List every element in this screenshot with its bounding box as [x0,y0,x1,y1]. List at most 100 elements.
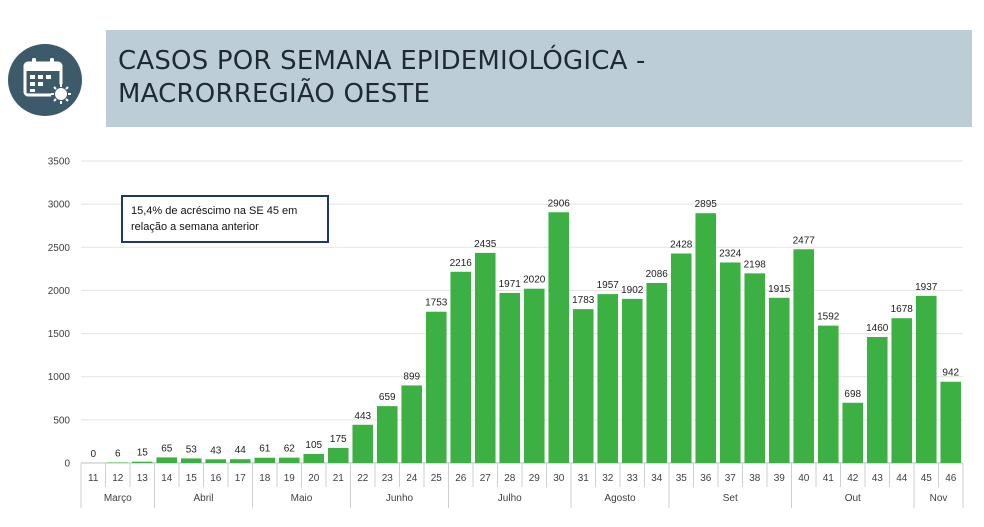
data-label: 2216 [450,258,473,269]
bar [425,311,447,463]
bar [401,385,423,463]
month-label: Set [723,493,738,504]
bar [915,295,937,463]
page-title: CASOS POR SEMANA EPIDEMIOLÓGICA - MACROR… [118,46,646,109]
month-label: Agosto [604,493,636,504]
data-label: 1915 [768,284,791,295]
data-label: 2435 [474,239,497,250]
x-tick-label: 15 [186,473,198,484]
x-tick-label: 45 [921,473,933,484]
bar [131,461,153,463]
x-tick-label: 22 [357,473,369,484]
x-tick-label: 40 [798,473,810,484]
y-tick-label: 1000 [48,372,71,383]
y-tick-label: 500 [53,415,70,426]
data-label: 1937 [915,282,938,293]
data-label: 53 [186,444,198,455]
data-label: 1592 [817,312,840,323]
data-label: 2198 [744,259,767,270]
data-label: 2324 [719,248,742,259]
x-tick-label: 17 [235,473,247,484]
annotation-text: 15,4% de acréscimo na SE 45 em relação a… [131,205,298,233]
data-label: 1957 [597,280,620,291]
annotation-box: 15,4% de acréscimo na SE 45 em relação a… [121,195,329,243]
bar [940,381,962,463]
month-label: Julho [498,493,522,504]
data-label: 61 [259,444,271,455]
x-tick-label: 21 [333,473,345,484]
x-tick-label: 13 [137,473,149,484]
title-banner: CASOS POR SEMANA EPIDEMIOLÓGICA - MACROR… [106,30,972,127]
x-tick-label: 18 [259,473,271,484]
data-label: 15 [137,448,149,459]
bar [499,292,521,463]
y-tick-label: 1500 [48,329,71,340]
y-tick-label: 3500 [48,157,71,168]
month-label: Out [845,493,861,504]
bar [303,453,325,463]
data-label: 62 [284,444,296,455]
month-label: Maio [291,493,313,504]
data-label: 0 [90,449,96,460]
x-tick-label: 24 [406,473,418,484]
x-tick-label: 23 [382,473,394,484]
data-label: 2477 [793,235,816,246]
x-tick-label: 19 [284,473,296,484]
data-label: 659 [379,392,396,403]
bar [670,253,692,463]
month-label: Nov [930,493,948,504]
bar [205,459,227,463]
bar [744,273,766,463]
month-label: Março [104,493,132,504]
x-tick-label: 34 [651,473,663,484]
bar [866,337,888,463]
data-label: 175 [330,434,347,445]
data-label: 2020 [523,275,546,286]
x-tick-label: 33 [627,473,639,484]
bar [817,325,839,463]
x-tick-label: 30 [553,473,565,484]
data-label: 44 [235,445,247,456]
bar [695,213,717,463]
calendar-virus-icon [8,44,82,116]
x-tick-label: 27 [480,473,492,484]
bar [352,424,374,463]
x-tick-label: 26 [455,473,467,484]
x-tick-label: 42 [847,473,859,484]
data-label: 6 [115,448,121,459]
data-label: 1460 [866,323,889,334]
y-tick-label: 2500 [48,243,71,254]
bar [768,297,790,463]
x-tick-label: 14 [161,473,173,484]
x-tick-label: 43 [872,473,884,484]
bar [842,402,864,463]
bar [229,459,251,463]
data-label: 698 [844,389,861,400]
x-tick-label: 36 [700,473,712,484]
bar [523,288,545,463]
x-tick-label: 44 [896,473,908,484]
bar [450,271,472,463]
data-label: 1902 [621,285,644,296]
data-label: 942 [942,368,959,379]
x-tick-label: 37 [725,473,737,484]
bar [793,249,815,463]
data-label: 1783 [572,295,595,306]
data-label: 2428 [670,239,693,250]
data-label: 1971 [499,279,522,290]
x-tick-label: 12 [112,473,124,484]
data-label: 65 [161,443,173,454]
bar [646,283,668,463]
x-tick-label: 35 [676,473,688,484]
bar [254,457,276,463]
bar [719,262,741,463]
data-label: 2906 [548,198,571,209]
data-label: 2895 [695,199,718,210]
y-tick-label: 2000 [48,286,71,297]
x-tick-label: 20 [308,473,320,484]
bar [474,252,496,463]
data-label: 899 [403,371,420,382]
x-tick-label: 28 [504,473,516,484]
x-tick-label: 11 [88,473,99,484]
bar [107,462,129,463]
